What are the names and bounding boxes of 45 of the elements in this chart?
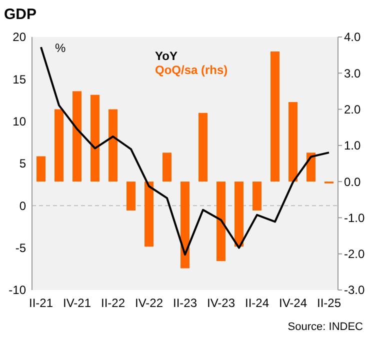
y2-tick-label: 4.0 — [344, 30, 362, 44]
bar — [144, 182, 154, 247]
x-tick-label: IV-24 — [278, 296, 308, 310]
x-tick-label: II-23 — [172, 296, 198, 310]
bar — [198, 112, 208, 182]
source-note: Source: INDEC — [288, 321, 364, 333]
bar — [180, 182, 190, 268]
bar — [36, 156, 46, 182]
bar — [126, 182, 136, 210]
y2-tick-label: -3.0 — [344, 283, 366, 298]
x-tick-label: IV-22 — [134, 296, 164, 310]
bar — [72, 91, 82, 182]
bar — [162, 152, 172, 182]
y2-tick-label: 1.0 — [344, 138, 362, 153]
x-tick-label: II-22 — [100, 296, 126, 310]
bar — [234, 182, 244, 247]
x-tick-label: IV-21 — [62, 296, 92, 310]
y-tick-label: 20 — [12, 30, 26, 44]
bar — [288, 102, 298, 182]
y2-tick-label: -2.0 — [344, 247, 366, 262]
chart-title: GDP — [4, 6, 37, 23]
y2-tick-label: 0.0 — [344, 174, 362, 189]
y2-tick-label: -1.0 — [344, 210, 366, 225]
x-tick-label: II-24 — [244, 296, 270, 310]
y2-tick-label: 3.0 — [344, 66, 362, 80]
bar — [252, 182, 262, 210]
bar — [54, 109, 64, 182]
y-tick-label: 15 — [12, 72, 26, 86]
y-tick-label: -10 — [8, 283, 26, 298]
y-axis-title: % — [55, 41, 66, 55]
bar — [306, 152, 316, 182]
bar — [108, 109, 118, 182]
text: YoY — [155, 49, 178, 63]
text: QoQ/sa (rhs) — [155, 63, 228, 77]
bar — [90, 94, 100, 182]
y-tick-label: -5 — [15, 241, 26, 256]
y-tick-label: 0 — [19, 198, 26, 213]
x-tick-label: II-25 — [316, 296, 342, 310]
y-tick-label: 5 — [19, 156, 26, 171]
bar — [216, 182, 226, 262]
x-tick-label: IV-23 — [206, 296, 236, 310]
x-tick-label: II-21 — [28, 296, 54, 310]
y-tick-label: 10 — [12, 114, 26, 129]
bar — [270, 51, 280, 182]
y2-tick-label: 2.0 — [344, 102, 362, 116]
